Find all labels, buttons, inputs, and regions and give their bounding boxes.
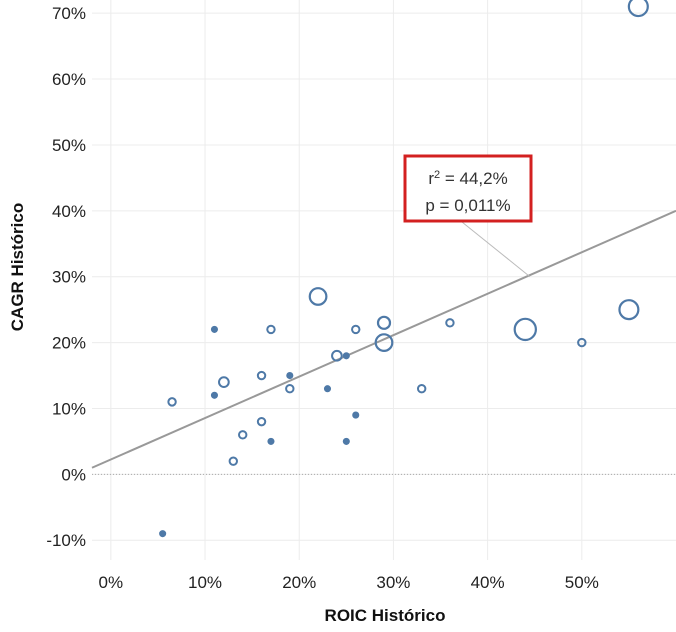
data-point	[285, 384, 295, 394]
data-point	[228, 456, 238, 466]
y-axis-title: CAGR Histórico	[8, 203, 27, 331]
annotation: r2 = 44,2% p = 0,011%	[403, 154, 533, 278]
annotation-r2-superscript: 2	[434, 169, 440, 181]
data-point	[374, 333, 394, 352]
x-tick-label: 50%	[565, 573, 599, 592]
data-point	[210, 391, 219, 399]
data-point	[513, 317, 537, 342]
annotation-r2-value: = 44,2%	[440, 169, 508, 188]
y-tick-label: 60%	[52, 70, 86, 89]
y-tick-label: 0%	[61, 465, 86, 484]
data-point	[308, 287, 328, 306]
data-point	[445, 318, 455, 328]
data-point	[159, 530, 167, 538]
data-point	[238, 430, 248, 440]
data-point	[323, 385, 332, 393]
y-tick-label: 50%	[52, 136, 86, 155]
trend-line	[91, 209, 676, 469]
annotation-r2-text: r2 = 44,2%	[428, 169, 507, 188]
data-point	[618, 299, 640, 321]
data-point	[266, 324, 276, 335]
data-point	[167, 397, 177, 407]
y-tick-label: 20%	[52, 334, 86, 353]
data-point	[352, 411, 360, 419]
x-tick-label: 0%	[99, 573, 124, 592]
x-tick-label: 20%	[282, 573, 316, 592]
data-point	[286, 371, 294, 380]
data-point	[577, 337, 587, 348]
data-point	[331, 349, 343, 362]
data-point	[342, 437, 350, 445]
y-tick-label: -10%	[46, 531, 86, 550]
y-tick-label: 30%	[52, 268, 86, 287]
annotation-connector	[461, 221, 531, 278]
points-layer	[159, 0, 649, 538]
data-point	[256, 416, 267, 427]
data-point	[256, 370, 267, 381]
y-tick-labels: -10% 0% 10% 20% 30% 40% 50% 60% 70%	[46, 4, 86, 550]
annotation-box	[403, 154, 533, 223]
annotation-p-text: p = 0,011%	[425, 196, 510, 215]
data-point	[376, 315, 392, 330]
y-tick-label: 10%	[52, 399, 86, 418]
grid-layer	[92, 0, 676, 560]
data-point	[416, 384, 427, 394]
data-point	[342, 352, 350, 360]
data-point	[267, 437, 275, 445]
data-point	[627, 0, 649, 18]
x-tick-label: 40%	[471, 573, 505, 592]
data-point	[218, 376, 230, 388]
y-tick-label: 70%	[52, 4, 86, 23]
trend-line-layer	[91, 209, 676, 469]
x-tick-label: 10%	[188, 573, 222, 592]
data-point	[210, 325, 219, 333]
x-tick-labels: 0% 10% 20% 30% 40% 50%	[99, 573, 599, 592]
annotation-r2-symbol: r	[428, 169, 434, 188]
x-axis-title: ROIC Histórico	[325, 606, 446, 625]
x-tick-label: 30%	[376, 573, 410, 592]
data-point	[351, 324, 361, 335]
y-tick-label: 40%	[52, 202, 86, 221]
